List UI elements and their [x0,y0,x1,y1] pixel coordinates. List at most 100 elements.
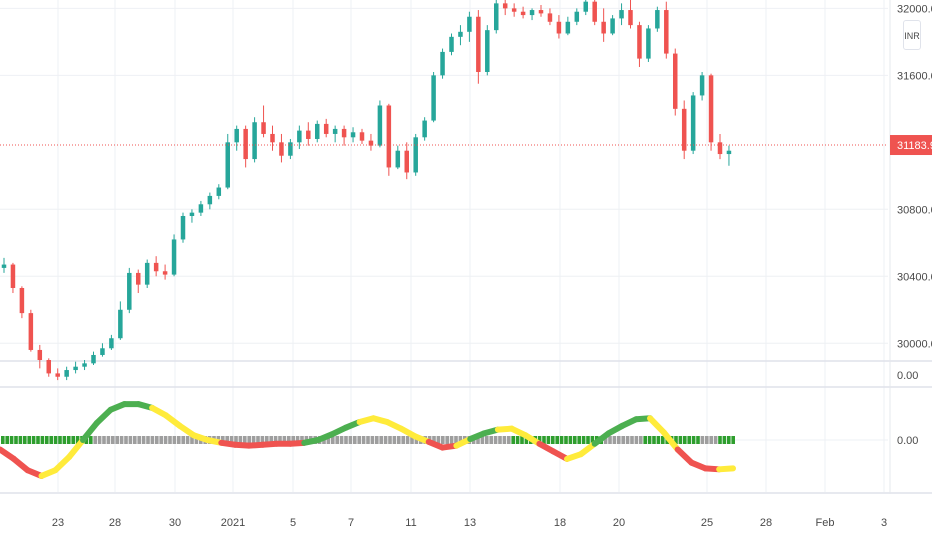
candle-body [467,16,472,32]
zero-line-dot [89,436,93,444]
candle [153,256,159,277]
zero-line-dot [524,436,529,444]
zero-line-dot [608,436,612,444]
candle-body [368,140,374,146]
zero-line-dot [713,436,718,444]
zero-line-dot [141,436,146,444]
zero-line-dot [731,436,735,444]
candle-body [601,21,606,34]
zero-line-dot [366,436,370,444]
candle-body [180,216,186,240]
zero-line-dot [555,436,559,444]
zero-line-dot [23,436,27,444]
zero-line-dot [326,436,331,444]
candle [73,361,78,374]
candle [46,358,51,377]
candle [431,72,436,123]
candle-body [189,212,195,216]
candle-body [288,142,293,156]
time-axis-label: 2021 [221,517,245,529]
zero-line-dot [287,436,291,444]
candle [306,122,311,146]
zero-line-dot [515,436,520,444]
zero-line-dot [348,436,353,444]
zero-line-dot [696,436,700,444]
candle [180,212,186,243]
zero-line-dot [401,436,405,444]
zero-line-dot [383,436,388,444]
candle [717,133,723,160]
zero-line-dot [229,436,234,444]
zero-line-dot [392,436,397,444]
candle [476,10,481,84]
candle [485,25,490,76]
zero-line-dot [93,436,97,444]
zero-line-dot [586,436,590,444]
zero-line-dot [243,436,247,444]
candle-body [476,16,481,72]
candle [601,8,606,42]
candle [252,117,257,163]
candle [556,15,562,39]
zero-line-dot [225,436,229,444]
price-tick-label: 31600.00 [897,70,932,82]
zero-line-dot [97,436,102,444]
zero-line-dot [727,436,731,444]
candle-body [619,10,624,19]
time-axis-label: 11 [405,517,416,529]
candle [386,103,392,176]
zero-line-dot [177,436,181,444]
candle [10,262,16,294]
zero-line-dot [388,436,392,444]
zero-line-dot [238,436,243,444]
zero-line-dot [687,436,691,444]
candle-body [144,262,150,285]
zero-line-dot [18,436,23,444]
zero-line-dot [370,436,375,444]
zero-line-dot [691,436,696,444]
candle-body [404,150,409,173]
zero-line-dot [331,436,335,444]
zero-line-dot [502,436,507,444]
candle-body [37,349,43,360]
candle-body [82,363,87,367]
candle [1,257,7,273]
candle-body [1,264,7,268]
candle [323,118,329,138]
zero-line-dot [282,436,287,444]
oscillator-segment [647,415,667,436]
candle-body [359,132,365,141]
zero-line-dot [480,436,485,444]
zero-line-dot [111,436,115,444]
price-tick-label: 32000.00 [897,3,932,15]
zero-line-dot [656,436,661,444]
zero-line-dot [137,436,141,444]
zero-line-dot [405,436,410,444]
candle [377,100,383,148]
candle-body [198,204,204,213]
candle-body [708,75,714,143]
candle-body [655,10,660,29]
candle-body [673,53,678,109]
candle-body [431,75,436,121]
zero-line-dot [674,436,678,444]
candle-body [91,354,96,364]
candle [225,133,230,190]
zero-line-dot [75,436,80,444]
zero-line-dot [647,436,652,444]
zero-line-dot [265,436,269,444]
candle-body [395,150,401,168]
candle-body [377,105,383,146]
zero-line-dot [683,436,687,444]
zero-line-dot [559,436,564,444]
zero-line-dot [172,436,177,444]
candle-body [136,272,141,285]
zero-line-dot [221,436,225,444]
candle-body [28,313,34,350]
candle [610,15,615,36]
zero-line-dot [124,436,128,444]
currency-selector-button[interactable]: INR [903,20,921,50]
zero-line-dot [128,436,133,444]
